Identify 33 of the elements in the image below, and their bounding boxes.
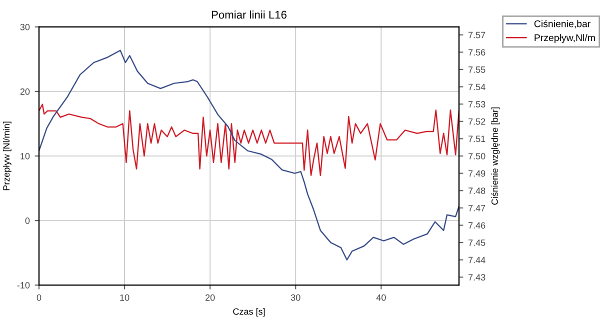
chart-title: Pomiar linii L16 bbox=[212, 10, 286, 19]
x-axis-title: Czas [s] bbox=[233, 308, 265, 317]
y2-tick-label: 7.54 bbox=[468, 84, 486, 90]
x-tick-label: 30 bbox=[290, 294, 300, 301]
y2-tick-label: 7.43 bbox=[468, 274, 486, 281]
y-tick-label: 20 bbox=[20, 88, 30, 95]
line-series bbox=[39, 104, 459, 176]
y-tick-label: 10 bbox=[20, 152, 30, 160]
y2-tick-label: 7.50 bbox=[468, 152, 486, 160]
y2-tick-label: 7.49 bbox=[468, 170, 486, 177]
y2-tick-label: 7.53 bbox=[468, 101, 486, 108]
y-tick-label: -10 bbox=[17, 282, 30, 288]
y2-tick-label: 7.52 bbox=[468, 118, 486, 125]
y2-tick-label: 7.45 bbox=[468, 240, 486, 246]
x-tick-label: 20 bbox=[206, 294, 215, 301]
legend-label: Przepływ,Nl/m bbox=[534, 34, 595, 44]
x-tick-label: 40 bbox=[376, 294, 386, 301]
y2-tick-label: 7.47 bbox=[468, 204, 486, 212]
y2-tick-label: 7.56 bbox=[468, 49, 486, 56]
y2-tick-label: 7.44 bbox=[468, 256, 486, 264]
y-tick-label: 0 bbox=[25, 218, 30, 224]
legend-label: Ciśnienie,bar bbox=[534, 20, 590, 28]
y2-tick-label: 7.48 bbox=[468, 188, 486, 194]
y2-axis-title: Ciśnienie względne [bar] bbox=[491, 107, 500, 205]
y2-tick-label: 7.57 bbox=[468, 32, 486, 38]
y-tick-label: 30 bbox=[20, 24, 30, 30]
line-series bbox=[39, 50, 459, 260]
y-axis-title: Przepływ [Nl/min] bbox=[2, 122, 12, 190]
y2-tick-label: 7.51 bbox=[468, 136, 486, 142]
y2-tick-label: 7.55 bbox=[468, 66, 486, 73]
y2-tick-label: 7.46 bbox=[468, 222, 486, 229]
x-tick-label: 0 bbox=[36, 294, 42, 301]
x-tick-label: 10 bbox=[120, 294, 130, 301]
